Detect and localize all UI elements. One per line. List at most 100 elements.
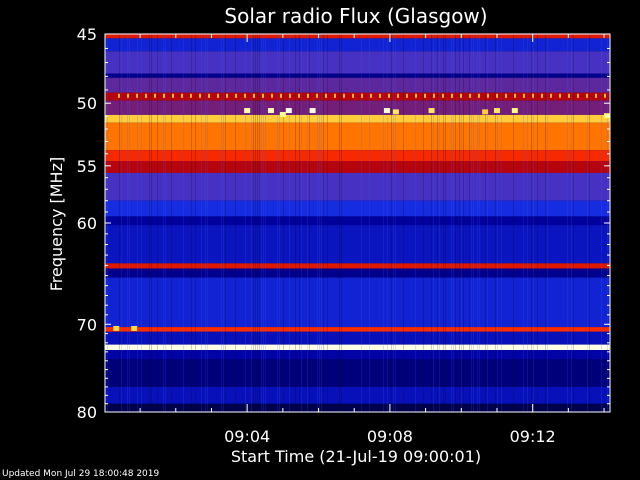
updated-timestamp: Updated Mon Jul 29 18:00:48 2019 <box>2 469 160 479</box>
texture-streak <box>403 34 404 412</box>
texture-streak <box>415 34 416 412</box>
frequency-band-3 <box>105 73 610 78</box>
frequency-band-23 <box>105 386 610 404</box>
frequency-band-9 <box>105 150 610 162</box>
interference-dot <box>325 93 327 98</box>
texture-streak <box>341 34 342 412</box>
texture-streak <box>469 34 470 412</box>
frequency-band-10 <box>105 161 610 173</box>
texture-streak <box>451 34 452 412</box>
texture-streak <box>171 34 172 412</box>
texture-streak <box>369 34 370 412</box>
interference-dot <box>190 93 192 98</box>
interference-dot <box>181 93 183 98</box>
frequency-band-24 <box>105 403 610 412</box>
texture-streak <box>589 34 590 412</box>
texture-streak <box>547 34 548 412</box>
interference-dot <box>487 93 489 98</box>
texture-streak <box>383 34 384 412</box>
interference-dot <box>208 93 210 98</box>
texture-streak <box>443 34 444 412</box>
texture-streak <box>323 34 324 412</box>
frequency-band-8 <box>105 122 610 151</box>
texture-streak <box>439 34 440 412</box>
texture-streak <box>571 34 572 412</box>
burst-marker-0 <box>244 108 251 114</box>
texture-streak <box>317 34 318 412</box>
texture-streak <box>265 34 266 412</box>
texture-streak <box>523 34 524 412</box>
interference-dot <box>532 93 534 98</box>
frequency-band-15 <box>105 263 610 269</box>
texture-streak <box>573 34 574 412</box>
texture-streak <box>207 34 208 412</box>
texture-streak <box>423 34 424 412</box>
interference-dot <box>559 93 561 98</box>
frequency-band-13 <box>105 216 610 226</box>
x-axis-label: Start Time (21-Jul-19 09:00:01) <box>231 447 481 466</box>
chart-title: Solar radio Flux (Glasgow) <box>224 4 487 28</box>
texture-streak <box>455 34 456 412</box>
interference-dot <box>172 93 174 98</box>
y-tick-label-50: 50 <box>77 94 97 113</box>
frequency-band-20 <box>105 344 610 351</box>
interference-dot <box>145 93 147 98</box>
texture-streak <box>157 34 158 412</box>
texture-streak <box>195 34 196 412</box>
frequency-band-0 <box>105 34 610 39</box>
texture-streak <box>531 34 532 412</box>
interference-dot <box>316 93 318 98</box>
x-tick-label-0: 09:04 <box>224 427 270 446</box>
plot-area <box>104 33 611 413</box>
texture-streak <box>533 34 534 412</box>
frequency-band-12 <box>105 200 610 217</box>
texture-streak <box>437 34 438 412</box>
texture-streak <box>223 34 224 412</box>
interference-dot <box>604 93 606 98</box>
texture-streak <box>339 34 340 412</box>
interference-dot <box>136 93 138 98</box>
interference-dot <box>550 93 552 98</box>
texture-streak <box>601 34 602 412</box>
frequency-band-4 <box>105 77 610 93</box>
texture-streak <box>279 34 280 412</box>
interference-dot <box>235 93 237 98</box>
texture-streak <box>245 34 246 412</box>
texture-streak <box>321 34 322 412</box>
texture-streak <box>501 34 502 412</box>
texture-streak <box>433 34 434 412</box>
texture-streak <box>567 34 568 412</box>
burst-marker-13 <box>131 325 138 331</box>
burst-marker-5 <box>383 108 390 114</box>
texture-streak <box>165 34 166 412</box>
texture-streak <box>129 34 130 412</box>
interference-dot <box>478 93 480 98</box>
texture-streak <box>253 34 254 412</box>
texture-streak <box>301 34 302 412</box>
y-tick-label-60: 60 <box>77 214 97 233</box>
texture-streak <box>149 34 150 412</box>
interference-dot <box>199 93 201 98</box>
interference-dot <box>253 93 255 98</box>
texture-streak <box>121 34 122 412</box>
y-tick-label-80: 80 <box>77 403 97 422</box>
interference-dot <box>523 93 525 98</box>
texture-streak <box>513 34 514 412</box>
texture-streak <box>255 34 256 412</box>
interference-dot <box>127 93 129 98</box>
axis-ticks: 45 50 55 60 70 80 09:04 09:08 09:12 <box>77 25 610 446</box>
texture-streak <box>191 34 192 412</box>
texture-streak <box>151 34 152 412</box>
interference-dot <box>334 93 336 98</box>
y-tick-label-45: 45 <box>77 25 97 44</box>
texture-streak <box>527 34 528 412</box>
texture-streak <box>289 34 290 412</box>
interference-dot <box>460 93 462 98</box>
interference-dot <box>271 93 273 98</box>
texture-streak <box>127 34 128 412</box>
interference-dot <box>577 93 579 98</box>
burst-marker-7 <box>428 108 435 114</box>
texture-streak <box>471 34 472 412</box>
frequency-band-2 <box>105 51 610 74</box>
